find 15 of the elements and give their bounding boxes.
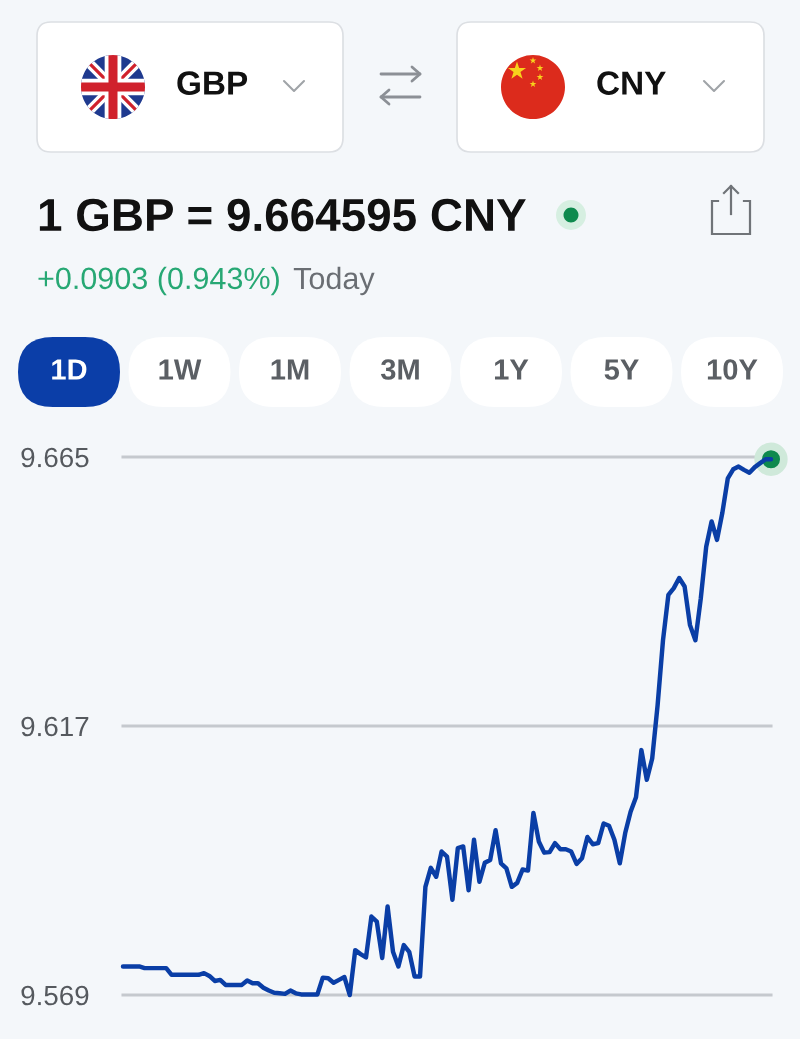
y-tick-label: 9.569 xyxy=(21,985,89,1006)
text: CNY xyxy=(597,71,666,95)
text: 5Y xyxy=(604,359,639,380)
y-tick-label: 9.617 xyxy=(21,716,89,737)
text: GBP xyxy=(177,71,248,95)
text: 10Y xyxy=(707,359,758,380)
text: 1D xyxy=(52,359,87,380)
text: 1M xyxy=(271,359,309,380)
text: 3M xyxy=(380,359,419,380)
text: 1Y xyxy=(495,359,529,380)
text: Today xyxy=(293,266,375,296)
text: 1W xyxy=(159,359,202,380)
y-tick-label: 9.665 xyxy=(21,447,89,468)
chart-subtitle: +0.0903 (0.943%) xyxy=(38,266,279,296)
chart-title: 1 GBP = 9.664595 CNY xyxy=(39,198,526,232)
